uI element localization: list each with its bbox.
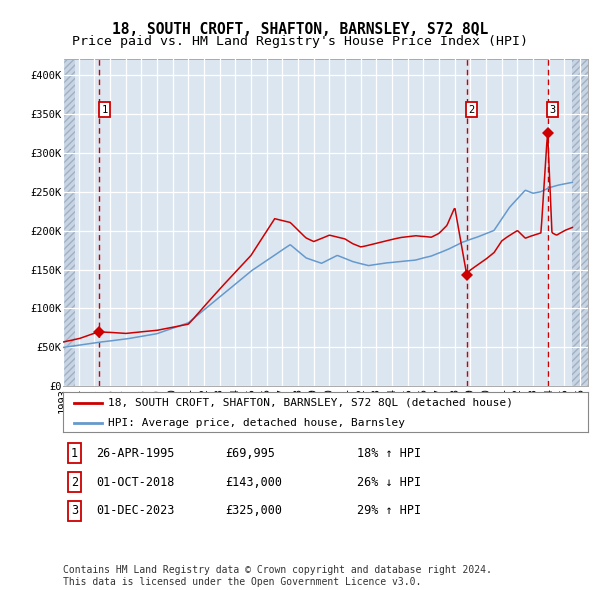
Text: 26-APR-1995: 26-APR-1995 [96,447,175,460]
Text: 01-OCT-2018: 01-OCT-2018 [96,476,175,489]
Text: 01-DEC-2023: 01-DEC-2023 [96,504,175,517]
Text: 18, SOUTH CROFT, SHAFTON, BARNSLEY, S72 8QL (detached house): 18, SOUTH CROFT, SHAFTON, BARNSLEY, S72 … [107,398,512,408]
Text: 3: 3 [550,104,556,114]
Text: Contains HM Land Registry data © Crown copyright and database right 2024.
This d: Contains HM Land Registry data © Crown c… [63,565,492,587]
Text: HPI: Average price, detached house, Barnsley: HPI: Average price, detached house, Barn… [107,418,404,428]
Text: 29% ↑ HPI: 29% ↑ HPI [357,504,421,517]
Text: £143,000: £143,000 [225,476,282,489]
Text: 3: 3 [71,504,78,517]
Text: 2: 2 [71,476,78,489]
Text: 1: 1 [101,104,107,114]
Bar [572,59,588,386]
Bar [63,59,75,386]
Text: 18% ↑ HPI: 18% ↑ HPI [357,447,421,460]
Text: 18, SOUTH CROFT, SHAFTON, BARNSLEY, S72 8QL: 18, SOUTH CROFT, SHAFTON, BARNSLEY, S72 … [112,22,488,37]
Text: £69,995: £69,995 [225,447,275,460]
Text: 1: 1 [71,447,78,460]
Bar [63,59,75,386]
Bar [572,59,588,386]
Text: 26% ↓ HPI: 26% ↓ HPI [357,476,421,489]
Text: 2: 2 [469,104,475,114]
Text: £325,000: £325,000 [225,504,282,517]
Text: Price paid vs. HM Land Registry's House Price Index (HPI): Price paid vs. HM Land Registry's House … [72,35,528,48]
